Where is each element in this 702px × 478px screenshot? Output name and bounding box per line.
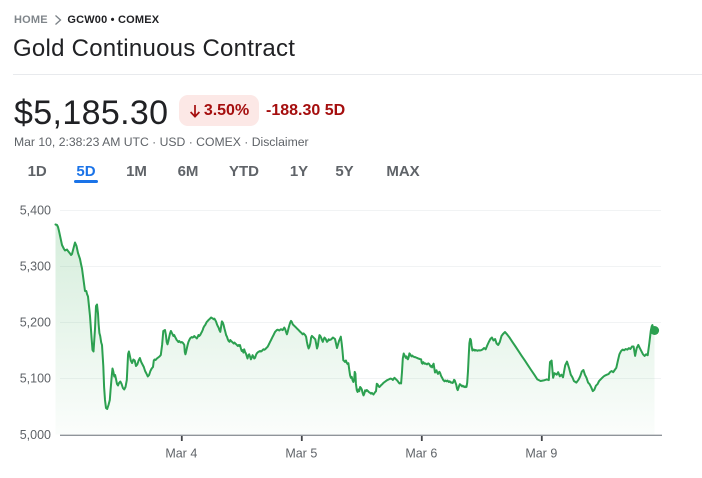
svg-text:5,100: 5,100 bbox=[20, 372, 51, 386]
svg-text:Mar 9: Mar 9 bbox=[525, 447, 557, 461]
svg-text:Mar 4: Mar 4 bbox=[165, 447, 197, 461]
svg-text:5,300: 5,300 bbox=[20, 260, 51, 274]
svg-text:Mar 5: Mar 5 bbox=[285, 447, 317, 461]
svg-text:Mar 6: Mar 6 bbox=[405, 447, 437, 461]
svg-text:5,200: 5,200 bbox=[20, 316, 51, 330]
svg-text:5,000: 5,000 bbox=[20, 428, 51, 442]
svg-text:5,400: 5,400 bbox=[20, 204, 51, 218]
